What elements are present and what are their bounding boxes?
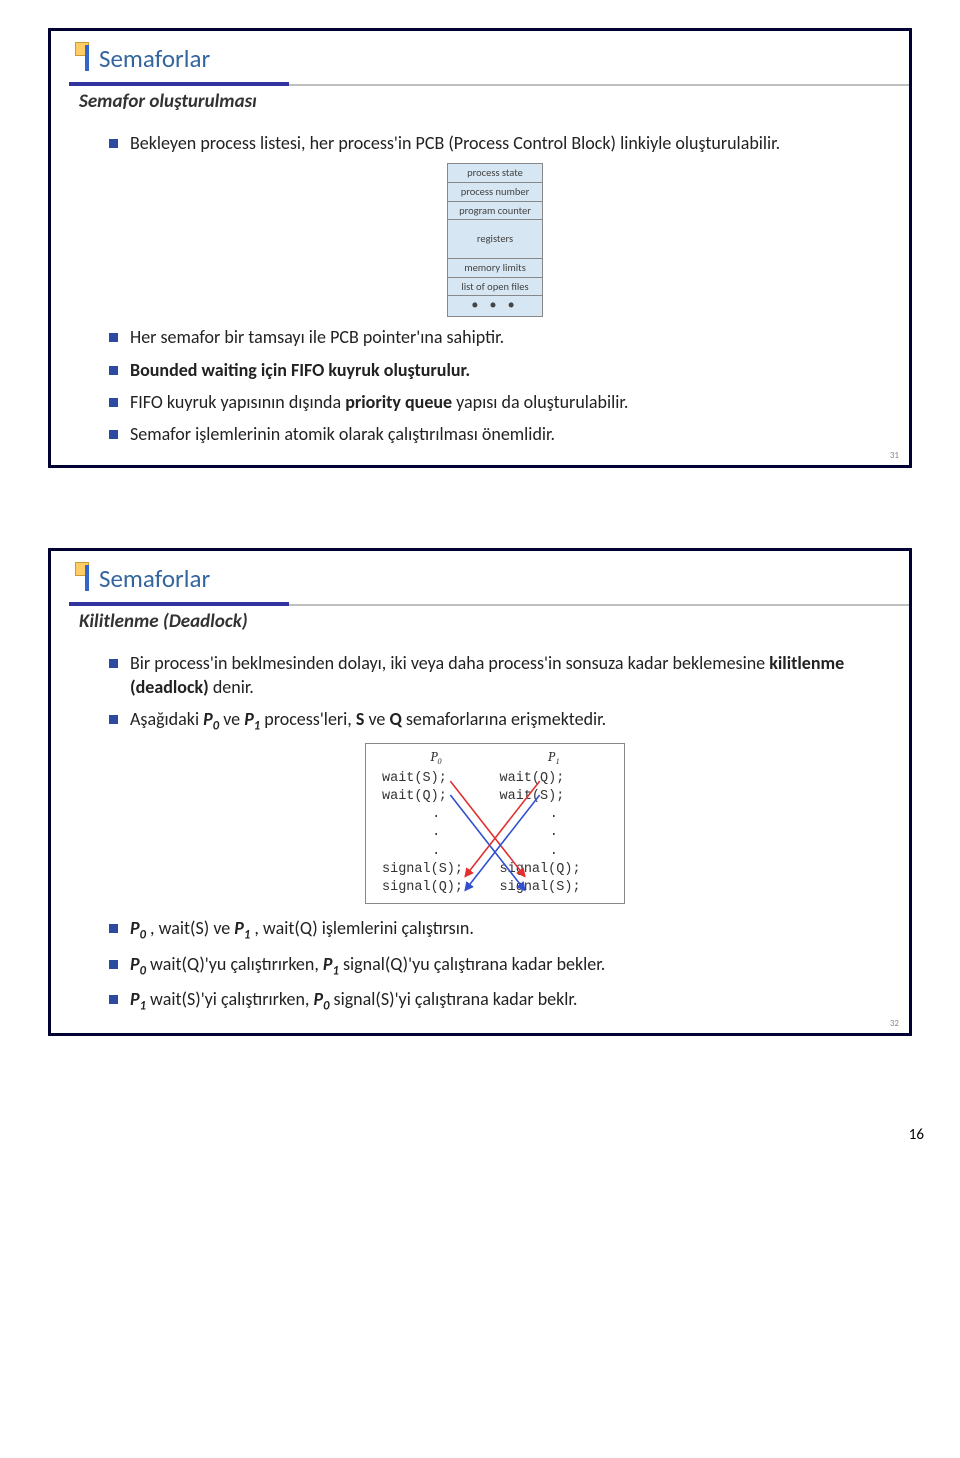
pcb-row: memory limits	[447, 258, 543, 277]
pcb-row: registers	[447, 219, 543, 258]
pcb-row: program counter	[447, 201, 543, 220]
deadlock-col-p0: P₀ wait(S); wait(Q); . . . signal(S); si…	[382, 748, 490, 898]
slide-subtitle: Semafor oluşturulması	[51, 90, 909, 123]
bullet-text: Aşağıdaki P0 ve P1 process'leri, S ve Q …	[130, 707, 606, 735]
bullet: Aşağıdaki P0 ve P1 process'leri, S ve Q …	[109, 707, 881, 735]
title-rule	[51, 80, 909, 88]
bullet-text: Bounded waiting için FIFO kuyruk oluştur…	[130, 358, 470, 382]
bullet-text: P0 , wait(S) ve P1 , wait(Q) işlemlerini…	[130, 916, 474, 944]
bullet-icon	[109, 139, 118, 148]
bullet: Bir process'in beklmesinden dolayı, iki …	[109, 651, 881, 700]
page: Semaforlar Semafor oluşturulması Bekleye…	[0, 0, 960, 1156]
bullet-text: Semafor işlemlerinin atomik olarak çalış…	[130, 422, 555, 446]
slide-title: Semaforlar	[81, 563, 909, 594]
pcb-row: process number	[447, 182, 543, 201]
bullet-icon	[109, 430, 118, 439]
bullet-text: FIFO kuyruk yapısının dışında priority q…	[130, 390, 628, 414]
bullet: P0 , wait(S) ve P1 , wait(Q) işlemlerini…	[109, 916, 881, 944]
slide-content: Bir process'in beklmesinden dolayı, iki …	[51, 651, 909, 1034]
bullet: Bounded waiting için FIFO kuyruk oluştur…	[109, 358, 881, 382]
bullet: FIFO kuyruk yapısının dışında priority q…	[109, 390, 881, 414]
slide-header: Semaforlar	[51, 31, 909, 74]
bullet-icon	[109, 366, 118, 375]
slide-page-number: 32	[890, 1018, 899, 1029]
title-vbar	[85, 45, 89, 71]
bullet: P0 wait(Q)'yu çalıştırırken, P1 signal(Q…	[109, 952, 881, 980]
bullet-icon	[109, 924, 118, 933]
bullet-icon	[109, 715, 118, 724]
slide-2: Semaforlar Kilitlenme (Deadlock) Bir pro…	[48, 548, 912, 1037]
title-rule	[51, 600, 909, 608]
bullet-icon	[109, 333, 118, 342]
title-vbar	[85, 565, 89, 591]
deadlock-col-p1: P₁ wait(Q); wait(S); . . . signal(Q); si…	[500, 748, 608, 898]
slide-page-number: 31	[890, 450, 899, 461]
slide-1: Semaforlar Semafor oluşturulması Bekleye…	[48, 28, 912, 468]
slide-title: Semaforlar	[81, 43, 909, 74]
bullet-icon	[109, 960, 118, 969]
slide-content: Bekleyen process listesi, her process'in…	[51, 131, 909, 465]
slide-subtitle: Kilitlenme (Deadlock)	[51, 610, 909, 643]
bullet-text: Her semafor bir tamsayı ile PCB pointer'…	[130, 325, 504, 349]
bullet-text: Bir process'in beklmesinden dolayı, iki …	[130, 651, 881, 700]
bullet-icon	[109, 398, 118, 407]
bullet: Her semafor bir tamsayı ile PCB pointer'…	[109, 325, 881, 349]
bullet: Semafor işlemlerinin atomik olarak çalış…	[109, 422, 881, 446]
bullet-text: Bekleyen process listesi, her process'in…	[130, 131, 780, 155]
document-page-number: 16	[909, 1126, 924, 1144]
bullet-icon	[109, 995, 118, 1004]
deadlock-diagram: P₀ wait(S); wait(Q); . . . signal(S); si…	[109, 743, 881, 905]
pcb-row: list of open files	[447, 277, 543, 296]
pcb-row: process state	[447, 163, 543, 182]
bullet-text: P0 wait(Q)'yu çalıştırırken, P1 signal(Q…	[130, 952, 605, 980]
slide-header: Semaforlar	[51, 551, 909, 594]
pcb-diagram: process state process number program cou…	[109, 163, 881, 317]
bullet: P1 wait(S)'yi çalıştırırken, P0 signal(S…	[109, 987, 881, 1015]
bullet-icon	[109, 659, 118, 668]
bullet-text: P1 wait(S)'yi çalıştırırken, P0 signal(S…	[130, 987, 577, 1015]
bullet: Bekleyen process listesi, her process'in…	[109, 131, 881, 155]
pcb-row: • • •	[447, 295, 543, 317]
